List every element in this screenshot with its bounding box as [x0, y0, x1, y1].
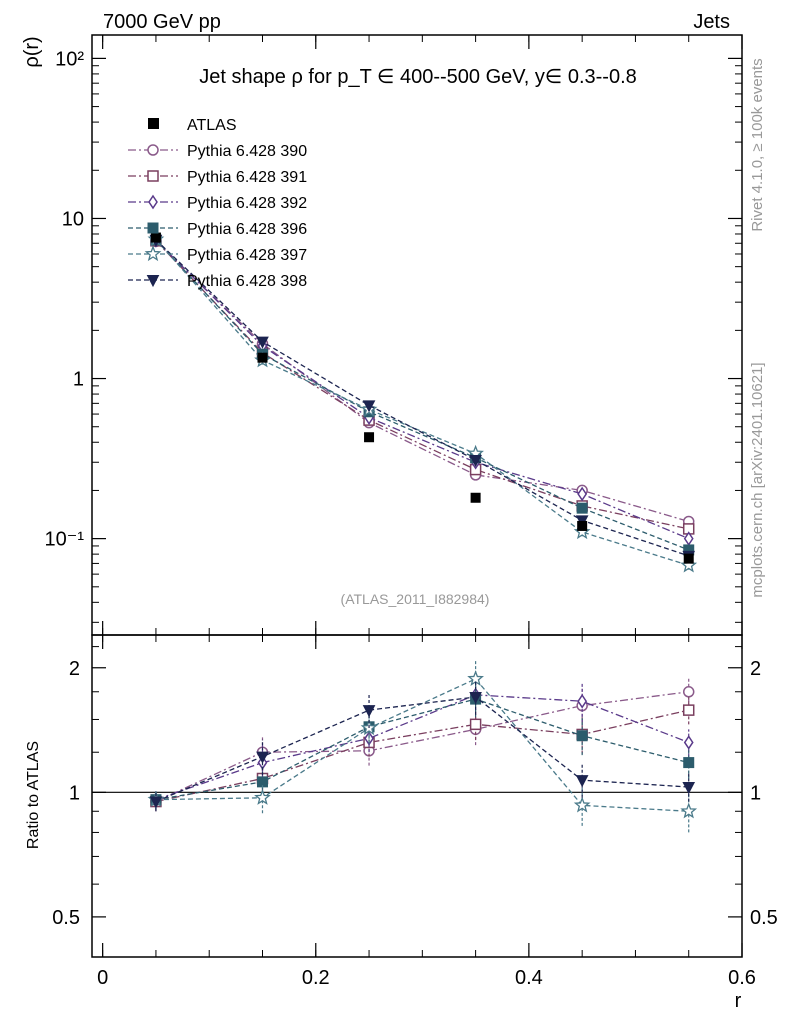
- atlas-data-point: [364, 432, 375, 443]
- legend-marker: [147, 222, 159, 234]
- atlas-data-point: [150, 232, 161, 243]
- ratio-tick-label-right: 0.5: [750, 907, 778, 929]
- series-line-2: [155, 240, 689, 530]
- ratio-point-6: [682, 782, 696, 795]
- series-point-4: [576, 502, 588, 514]
- ratio-point-6: [469, 691, 482, 705]
- atlas-data-point: [577, 520, 588, 531]
- legend-label: Pythia 6.428 397: [187, 247, 307, 264]
- legend-marker: [144, 245, 162, 262]
- ratio-point-5: [573, 796, 591, 813]
- y-tick-label: 10²: [55, 48, 84, 70]
- ratio-point-2: [682, 704, 695, 716]
- series-line-5: [155, 238, 689, 567]
- legend-label-atlas: ATLAS: [187, 117, 237, 134]
- ratio-point-2: [469, 718, 482, 731]
- legend-marker: [147, 144, 159, 156]
- ratio-tick-label-left: 0.5: [52, 907, 80, 929]
- x-tick-label: 0.6: [728, 967, 756, 989]
- y-tick-label: 10⁻¹: [45, 529, 85, 551]
- atlas-data-point: [683, 553, 694, 564]
- ratio-line-4: [155, 698, 689, 801]
- ratio-tick-label-right: 1: [750, 782, 761, 804]
- chart-title: Jet shape ρ for p_T ∈ 400--500 GeV, y∈ 0…: [199, 66, 637, 88]
- series-line-3: [155, 239, 689, 540]
- legend-marker-atlas: [148, 118, 159, 129]
- ratio-point-5: [254, 789, 271, 805]
- series-point-3: [577, 486, 588, 502]
- mcplots-label: mcplots.cern.ch [arXiv:2401.10621]: [749, 362, 766, 597]
- series-point-6: [362, 400, 376, 413]
- series-line-6: [155, 239, 689, 557]
- x-tick-label: 0: [97, 967, 108, 989]
- ratio-line-3: [155, 694, 689, 801]
- ratio-point-6: [575, 775, 589, 788]
- legend-marker: [147, 170, 159, 182]
- legend-label: Pythia 6.428 398: [187, 273, 307, 290]
- ratio-panel-frame: [91, 634, 743, 958]
- legend-label: Pythia 6.428 392: [187, 195, 307, 212]
- ratio-y-axis-label: Ratio to ATLAS: [25, 741, 42, 849]
- x-tick-label: 0.4: [515, 967, 543, 989]
- legend-label: Pythia 6.428 390: [187, 143, 307, 160]
- x-axis-label: r: [735, 990, 742, 1012]
- y-tick-label: 10: [62, 208, 84, 230]
- series-line-1: [155, 240, 689, 523]
- series-point-5: [573, 523, 591, 540]
- ratio-line-5: [155, 678, 689, 812]
- x-tick-label: 0.2: [302, 967, 330, 989]
- series-point-5: [680, 556, 698, 573]
- ratio-line-2: [155, 709, 689, 803]
- ratio-tick-label-left: 2: [69, 658, 80, 680]
- ratio-point-5: [680, 802, 698, 819]
- ratio-point-3: [683, 735, 694, 750]
- rivet-label: Rivet 4.1.0, ≥ 100k events: [749, 58, 766, 231]
- y-axis-label: ρ(r): [21, 36, 43, 67]
- header-left: 7000 GeV pp: [103, 11, 221, 33]
- ratio-point-4: [576, 730, 588, 742]
- ratio-line-1: [155, 691, 689, 803]
- atlas-data-point: [470, 492, 481, 503]
- ratio-point-6: [149, 796, 163, 809]
- ratio-tick-label-right: 2: [750, 658, 761, 680]
- ratio-point-3: [577, 693, 588, 709]
- legend-marker: [146, 275, 160, 288]
- ratio-point-6: [362, 705, 376, 718]
- series-point-6: [469, 454, 482, 468]
- header-right: Jets: [693, 11, 730, 33]
- ratio-line-6: [155, 696, 689, 803]
- y-tick-label: 1: [73, 369, 84, 391]
- ratio-point-1: [682, 686, 695, 698]
- legend-marker: [148, 194, 158, 210]
- ratio-point-4: [683, 757, 695, 769]
- ratio-tick-label-left: 1: [69, 782, 80, 804]
- series-point-6: [256, 336, 269, 349]
- analysis-tag: (ATLAS_2011_I882984): [341, 591, 490, 607]
- legend-label: Pythia 6.428 391: [187, 169, 307, 186]
- ratio-point-6: [256, 751, 269, 764]
- legend-label: Pythia 6.428 396: [187, 221, 307, 238]
- series-line-4: [155, 239, 689, 551]
- atlas-data-point: [257, 352, 268, 363]
